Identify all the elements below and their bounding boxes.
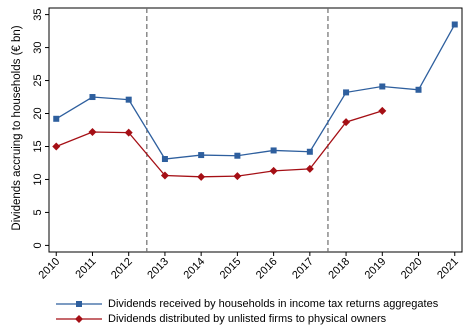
y-tick-label: 25 (32, 74, 44, 86)
y-axis: 0 5 10 15 20 25 30 35 (32, 8, 49, 248)
legend: Dividends received by households in inco… (56, 296, 438, 326)
legend-swatch-series-2 (56, 314, 102, 323)
legend-label-series-2: Dividends distributed by unlisted firms … (108, 312, 387, 325)
y-tick-label: 10 (32, 173, 44, 185)
series-1-point (89, 94, 96, 101)
series-2-point (378, 106, 387, 115)
series-2-point (88, 127, 97, 136)
x-tick-label: 2017 (290, 256, 316, 282)
x-tick-label: 2011 (73, 256, 98, 281)
series-2-point (269, 166, 278, 175)
legend-label-series-1: Dividends received by households in inco… (108, 297, 439, 310)
series-1-point (161, 156, 168, 163)
y-axis-title: Dividends accruing to households (€ bn) (11, 25, 23, 230)
reference-lines (146, 8, 329, 252)
series-1-point (415, 86, 422, 93)
legend-swatch-series-1 (56, 300, 102, 307)
legend-item-series-1: Dividends received by households in inco… (56, 296, 438, 311)
series-2-point (160, 171, 169, 180)
x-tick-label: 2012 (109, 256, 135, 282)
plot-frame (48, 7, 463, 253)
series-1-point (379, 83, 386, 90)
y-tick-label: 0 (32, 242, 44, 248)
series-2-point (124, 128, 133, 137)
series-1-point (198, 152, 205, 159)
y-tick-label: 15 (32, 140, 44, 152)
y-tick-label: 20 (32, 107, 44, 119)
x-tick-label: 2010 (37, 256, 63, 282)
plot-border (48, 7, 463, 253)
series-layer (52, 21, 458, 181)
series-2-point (52, 142, 61, 151)
series-1-point (53, 115, 60, 122)
x-tick-label: 2019 (363, 256, 389, 282)
x-tick-label: 2021 (435, 256, 461, 282)
series-1-point (234, 152, 241, 159)
x-axis: 2010 2011 2012 2013 2014 2015 2016 2017 2018 2019… (37, 252, 461, 281)
series-2-point (342, 118, 351, 127)
series-1-point (306, 148, 313, 155)
series-2-line (56, 110, 383, 178)
series-1-point (343, 89, 350, 96)
series-1-point (451, 21, 458, 28)
series-1-point (125, 96, 132, 103)
x-tick-label: 2015 (218, 256, 244, 282)
y-tick-label: 35 (32, 8, 44, 20)
legend-item-series-2: Dividends distributed by unlisted firms … (56, 311, 438, 326)
series-2-point (233, 172, 242, 181)
y-tick-label: 30 (32, 41, 44, 53)
series-1-point (270, 147, 277, 154)
x-tick-label: 2018 (326, 256, 352, 282)
series-1-line (55, 24, 456, 160)
x-tick-label: 2013 (145, 256, 171, 282)
y-tick-label: 5 (32, 209, 44, 215)
x-tick-label: 2014 (181, 256, 207, 282)
series-2-point (197, 172, 206, 181)
series-2-point (305, 164, 314, 173)
x-tick-label: 2020 (399, 256, 425, 282)
x-tick-label: 2016 (254, 256, 280, 282)
